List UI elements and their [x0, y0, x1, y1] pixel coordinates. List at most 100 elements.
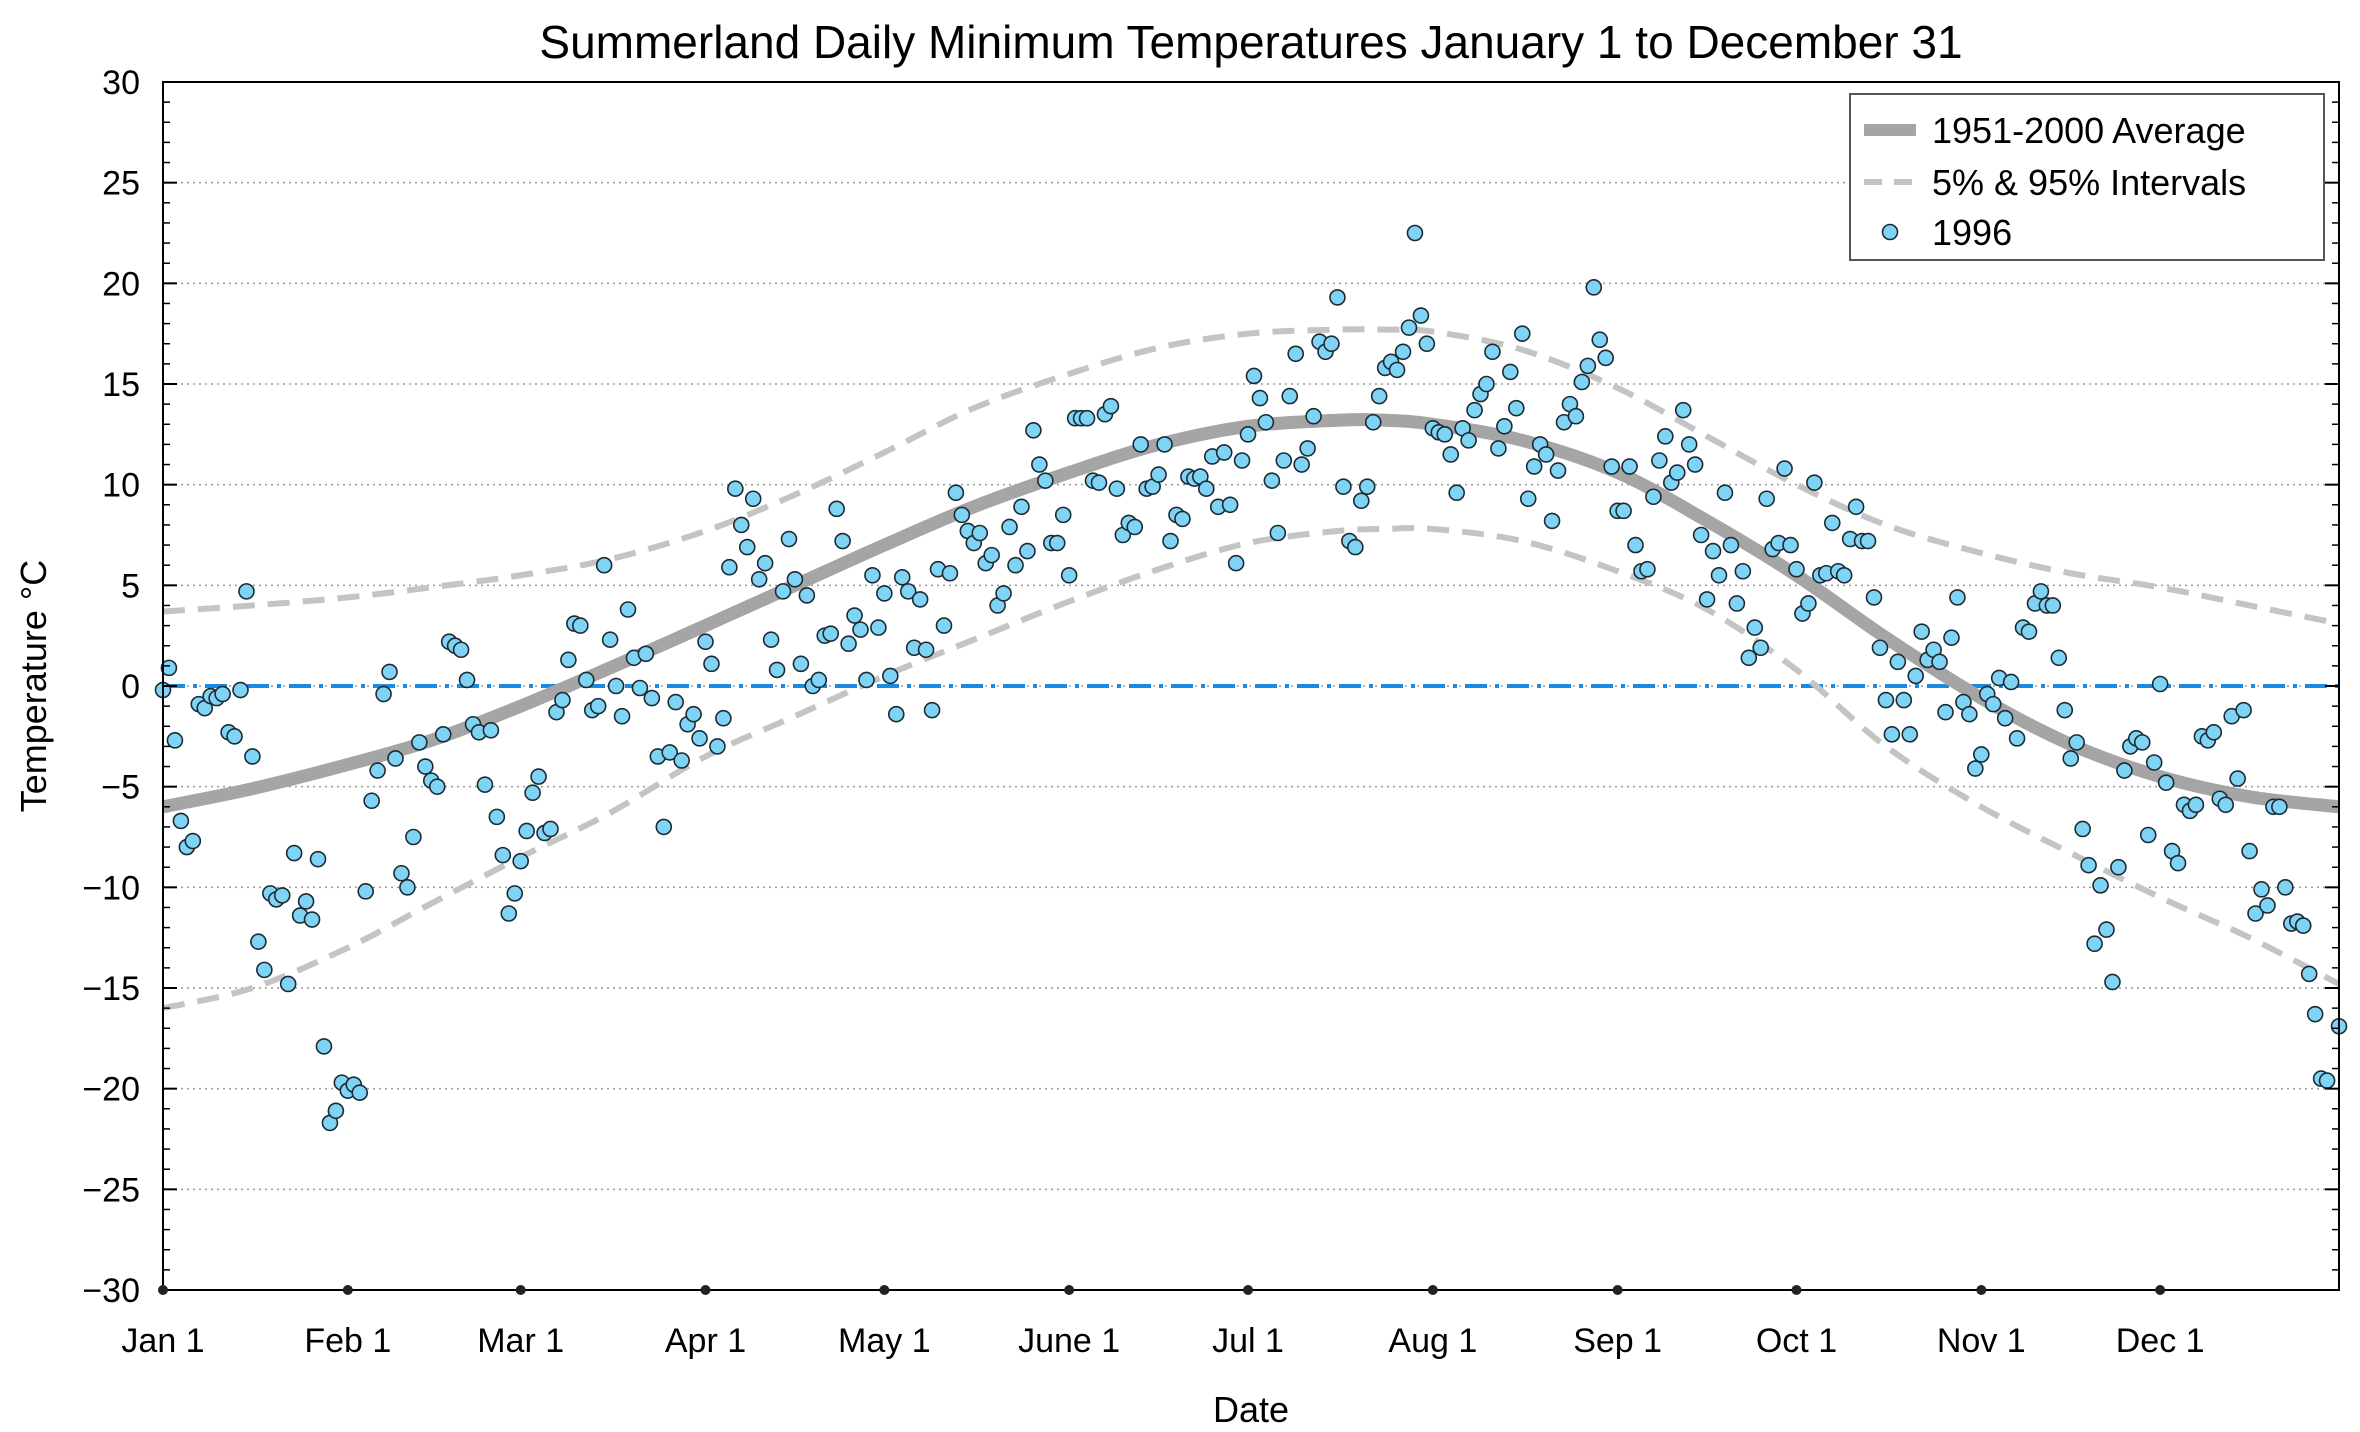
data-point — [417, 758, 434, 775]
y-tick-label: 5 — [121, 567, 140, 605]
data-point — [226, 728, 243, 745]
data-point — [2086, 935, 2103, 953]
data-point — [1442, 446, 1460, 463]
data-point — [2169, 854, 2187, 872]
data-point — [458, 671, 476, 689]
data-point — [1418, 335, 1436, 353]
data-point — [184, 832, 202, 850]
data-point — [750, 570, 768, 588]
data-point — [953, 506, 971, 524]
data-point — [2277, 879, 2294, 896]
data-point — [393, 864, 410, 882]
legend-1996-label: 1996 — [1932, 212, 2012, 253]
data-point — [721, 558, 738, 576]
data-point — [1299, 440, 1316, 457]
data-point — [1484, 343, 1501, 361]
x-tick-label: Jan 1 — [121, 1322, 204, 1360]
data-point — [822, 625, 840, 642]
data-point — [1776, 460, 1793, 477]
data-point — [1412, 307, 1430, 324]
data-point — [2241, 842, 2258, 860]
data-point — [506, 885, 524, 902]
y-tick-label: 10 — [102, 467, 140, 505]
data-points — [154, 224, 2348, 1132]
data-point — [798, 587, 816, 604]
data-point — [232, 681, 249, 699]
x-tick-marker — [515, 1285, 526, 1295]
data-point — [1865, 589, 1883, 606]
y-tick-label: 20 — [102, 265, 140, 303]
data-point — [1102, 397, 1120, 415]
data-point — [1436, 426, 1454, 443]
data-point — [1406, 224, 1424, 242]
data-point — [995, 585, 1012, 602]
x-axis: Jan 1 Feb 1 Mar 1 Apr 1 May 1 June 1 Jul 1 Aug … — [121, 1285, 2205, 1360]
data-point — [1370, 387, 1388, 405]
data-point — [381, 663, 398, 681]
data-point — [2300, 965, 2318, 983]
data-point — [1615, 502, 1632, 520]
data-point — [309, 850, 327, 868]
data-point — [828, 500, 845, 518]
data-point — [2074, 820, 2091, 838]
data-point — [2217, 796, 2235, 814]
data-point — [434, 726, 452, 743]
data-point — [1394, 343, 1412, 361]
data-point — [1859, 532, 1877, 550]
data-point — [840, 635, 857, 653]
data-point — [1221, 496, 1239, 514]
data-point — [1513, 325, 1531, 342]
data-point — [363, 792, 380, 810]
data-point — [1251, 389, 1269, 407]
data-point — [2229, 770, 2246, 787]
data-point — [834, 532, 851, 550]
data-point — [1734, 562, 1752, 580]
data-point — [1877, 691, 1895, 709]
data-point — [1871, 639, 1889, 657]
data-point — [1281, 387, 1299, 405]
data-point — [643, 689, 661, 707]
data-point — [1347, 538, 1364, 556]
data-point — [303, 911, 321, 928]
data-point — [2205, 724, 2223, 741]
data-point — [887, 705, 905, 723]
data-point — [1525, 458, 1543, 475]
data-point — [488, 808, 506, 826]
data-point — [870, 619, 887, 636]
data-point — [2187, 796, 2205, 814]
y-tick-label: −5 — [101, 769, 140, 807]
data-point — [2271, 798, 2288, 816]
data-point — [1788, 560, 1805, 578]
data-point — [315, 1038, 333, 1055]
data-point — [214, 685, 231, 703]
data-point — [411, 734, 428, 751]
data-point — [631, 679, 649, 697]
data-point — [1287, 345, 1305, 363]
data-point — [1156, 436, 1173, 453]
data-point — [2116, 762, 2133, 779]
y-tick-label: 15 — [102, 366, 140, 404]
data-point — [1627, 536, 1644, 554]
data-point — [876, 585, 893, 602]
data-point — [858, 671, 875, 689]
data-point — [1126, 518, 1144, 536]
data-point — [1621, 458, 1638, 475]
data-point — [1537, 446, 1555, 463]
data-point — [601, 631, 619, 648]
data-point — [1889, 653, 1907, 671]
data-point — [1716, 484, 1734, 502]
data-point — [1400, 319, 1418, 336]
data-point — [494, 846, 512, 864]
data-point — [1710, 566, 1728, 584]
data-point — [941, 564, 959, 582]
data-point — [1132, 436, 1150, 453]
data-point — [1949, 589, 1966, 606]
data-point — [1937, 703, 1954, 721]
data-point — [1943, 629, 1960, 646]
data-point — [810, 671, 828, 689]
data-point — [2247, 905, 2264, 922]
data-point — [1639, 560, 1656, 578]
y-tick-label: 0 — [121, 668, 140, 706]
data-point — [2032, 583, 2050, 600]
